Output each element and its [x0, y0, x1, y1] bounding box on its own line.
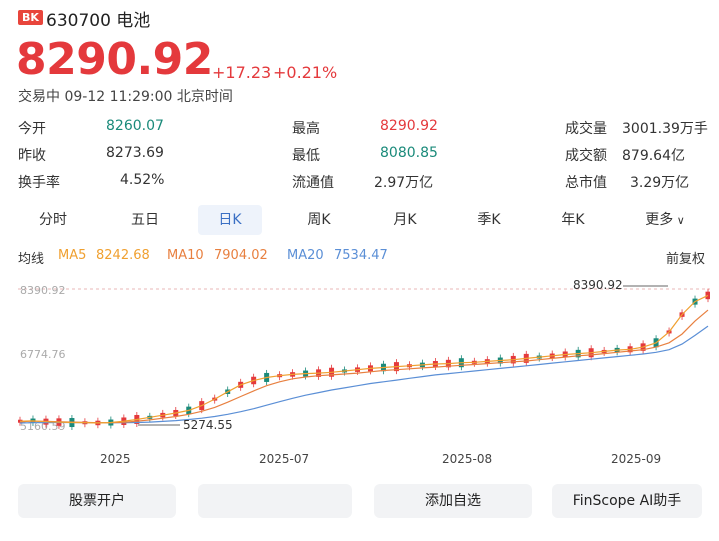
tab-more[interactable]: 更多 ∨ — [628, 205, 702, 235]
stat-label-open: 今开 — [18, 121, 46, 137]
stat-label-market-cap: 总市值 — [565, 175, 607, 191]
stat-label-float-value: 流通值 — [292, 175, 334, 191]
y-label-mid: 6774.76 — [20, 348, 66, 361]
stat-value-low: 8080.85 — [380, 145, 438, 161]
stat-label-volume: 成交量 — [565, 121, 607, 137]
stat-value-open: 8260.07 — [106, 118, 164, 134]
stat-value-turnover-rate: 4.52% — [120, 172, 165, 188]
stat-value-market-cap: 3.29万亿 — [630, 175, 690, 191]
x-label-1: 2025-07 — [259, 452, 309, 466]
ma10-label: MA10 — [167, 248, 204, 263]
period-tabs: 分时 五日 日K 周K 月K 季K 年K 更多 ∨ — [18, 205, 702, 235]
ma-title: 均线 — [18, 252, 45, 267]
ma5-value: 8242.68 — [96, 248, 150, 263]
stock-code-name: 630700 电池 — [46, 11, 151, 31]
ma20-label: MA20 — [287, 248, 324, 263]
ma20-value: 7534.47 — [334, 248, 388, 263]
tab-quarterly-k[interactable]: 季K — [477, 212, 501, 228]
x-label-2: 2025-08 — [442, 452, 492, 466]
stat-value-prev-close: 8273.69 — [106, 145, 164, 161]
stat-value-high: 8290.92 — [380, 118, 438, 134]
ma5-label: MA5 — [58, 248, 87, 263]
sector-badge: BK — [18, 10, 43, 25]
price-change-pct: +0.21% — [273, 63, 338, 82]
min-annotation: 5274.55 — [183, 418, 233, 432]
trading-status: 交易中 09-12 11:29:00 北京时间 — [18, 89, 233, 105]
current-price: 8290.92 — [16, 34, 213, 85]
stat-label-prev-close: 昨收 — [18, 148, 46, 164]
add-watchlist-button[interactable]: 添加自选 — [374, 484, 532, 518]
y-label-top: 8390.92 — [20, 284, 66, 297]
chevron-down-icon: ∨ — [673, 214, 685, 227]
ma20-line — [19, 325, 709, 424]
tab-yearly-k[interactable]: 年K — [561, 212, 585, 228]
ma10-value: 7904.02 — [214, 248, 268, 263]
candlesticks — [18, 288, 710, 431]
open-account-button[interactable]: 股票开户 — [18, 484, 176, 518]
stat-label-high: 最高 — [292, 121, 320, 137]
blank-button[interactable] — [198, 484, 352, 518]
stat-value-amount: 879.64亿 — [622, 148, 685, 164]
x-label-3: 2025-09 — [611, 452, 661, 466]
kline-chart[interactable]: 8390.92 6774.76 5160.59 8390.92 5274.55 … — [18, 272, 710, 472]
tab-monthly-k[interactable]: 月K — [393, 212, 417, 228]
ma10-line — [19, 309, 709, 424]
stat-label-amount: 成交额 — [565, 148, 607, 164]
tab-five-day[interactable]: 五日 — [131, 212, 159, 228]
ma5-line — [19, 294, 709, 424]
adjust-mode[interactable]: 前复权 — [666, 252, 706, 267]
stat-label-turnover-rate: 换手率 — [18, 175, 60, 191]
tab-intraday[interactable]: 分时 — [39, 212, 67, 228]
price-change: +17.23 — [212, 63, 272, 82]
x-label-0: 2025 — [100, 452, 131, 466]
max-annotation: 8390.92 — [573, 278, 623, 292]
finscope-ai-button[interactable]: FinScope AI助手 — [552, 484, 702, 518]
stat-value-volume: 3001.39万手 — [622, 121, 708, 137]
stat-label-low: 最低 — [292, 148, 320, 164]
stat-value-float-value: 2.97万亿 — [374, 175, 434, 191]
tab-daily-k[interactable]: 日K — [198, 205, 262, 235]
tab-more-label: 更多 — [645, 212, 674, 228]
tab-weekly-k[interactable]: 周K — [307, 212, 331, 228]
